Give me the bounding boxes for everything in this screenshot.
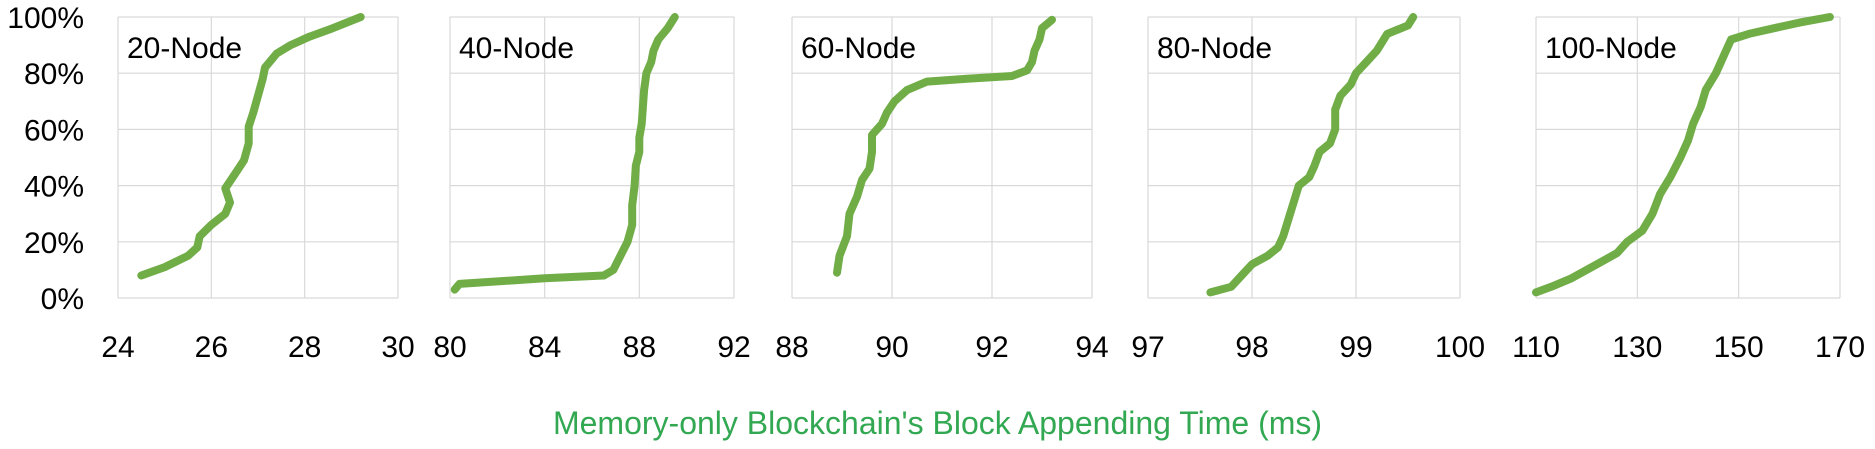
panel-label: 100-Node [1545, 32, 1677, 65]
x-tick-label: 97 [1131, 331, 1164, 364]
x-tick-label: 88 [775, 331, 808, 364]
y-tick-label: 0% [41, 283, 84, 316]
x-tick-label: 94 [1075, 331, 1108, 364]
y-tick-label: 80% [24, 58, 84, 91]
cdf-series-line [1532, 13, 1834, 297]
panel-label: 80-Node [1157, 32, 1272, 65]
cdf-series-line [833, 15, 1056, 277]
cdf-series-line [450, 13, 679, 294]
x-tick-label: 99 [1339, 331, 1372, 364]
panel-label: 60-Node [801, 32, 916, 65]
x-tick-label: 98 [1235, 331, 1268, 364]
y-tick-label: 40% [24, 171, 84, 204]
x-tick-label: 26 [195, 331, 228, 364]
x-tick-label: 90 [875, 331, 908, 364]
cdf-series-line [1206, 13, 1418, 297]
y-tick-label: 20% [24, 227, 84, 260]
shared-x-axis-title: Memory-only Blockchain's Block Appending… [552, 405, 1323, 441]
x-tick-label: 170 [1815, 331, 1865, 364]
x-tick-label: 88 [623, 331, 656, 364]
x-tick-label: 84 [528, 331, 561, 364]
x-tick-label: 30 [381, 331, 414, 364]
y-tick-label: 60% [24, 114, 84, 147]
panel-label: 40-Node [459, 32, 574, 65]
x-tick-label: 92 [717, 331, 750, 364]
x-tick-label: 110 [1512, 331, 1560, 364]
panel-label: 20-Node [127, 32, 242, 65]
y-tick-label: 100% [7, 2, 84, 35]
x-tick-label: 80 [433, 331, 466, 364]
cdf-series-line [137, 13, 365, 280]
x-tick-label: 24 [101, 331, 134, 364]
x-tick-label: 130 [1612, 331, 1662, 364]
x-tick-label: 92 [975, 331, 1008, 364]
x-tick-label: 100 [1435, 331, 1485, 364]
x-tick-label: 150 [1714, 331, 1764, 364]
x-tick-label: 28 [288, 331, 321, 364]
